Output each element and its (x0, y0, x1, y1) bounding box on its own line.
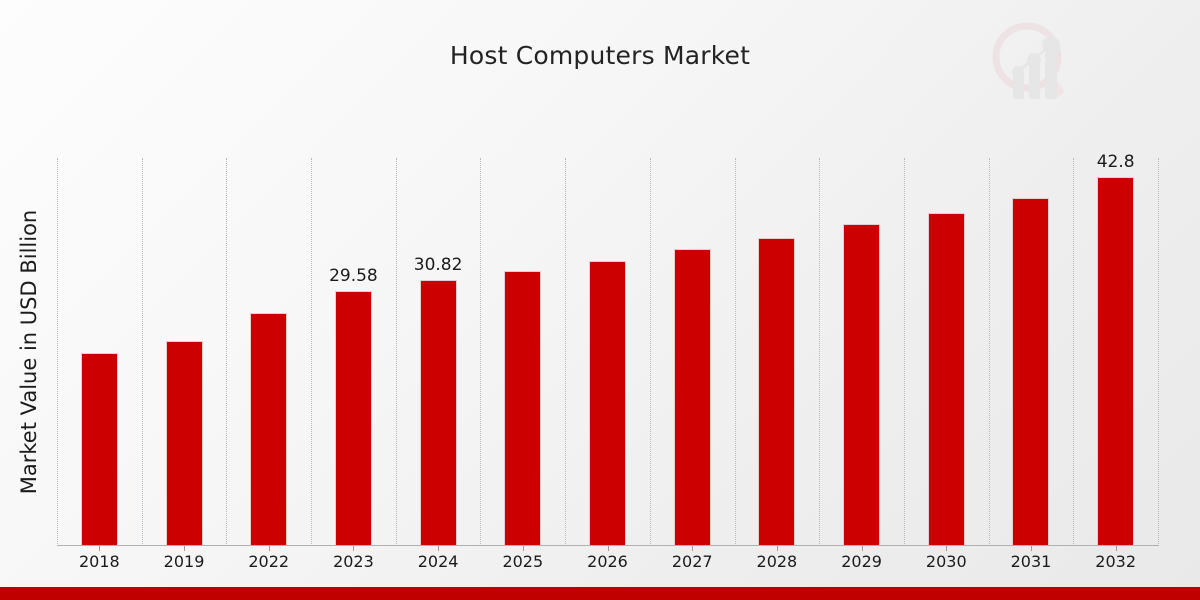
bar-2027 (673, 249, 711, 545)
gridline (1073, 158, 1075, 546)
gridline (988, 158, 991, 546)
x-axis-tick (1115, 546, 1117, 551)
bar-2019 (165, 341, 203, 545)
gridline (565, 158, 567, 546)
x-axis-label-2023: 2023 (333, 552, 374, 571)
bar-2018 (80, 353, 118, 545)
x-axis-label-2025: 2025 (502, 552, 544, 571)
bar-2023 (334, 290, 372, 545)
gridline (395, 158, 398, 546)
x-axis-label-2030: 2030 (925, 552, 967, 571)
chart-title: Host Computers Market (449, 41, 751, 70)
plot-area (57, 158, 1160, 546)
x-axis-label-2024: 2024 (417, 552, 459, 571)
x-axis-label-2029: 2029 (841, 552, 882, 571)
x-axis-label-2026: 2026 (587, 552, 628, 571)
x-axis-label-2018: 2018 (78, 552, 120, 571)
bar-2026 (589, 261, 626, 545)
gridline (819, 158, 821, 546)
x-axis-tick (607, 546, 609, 551)
x-axis-tick (522, 546, 524, 551)
x-axis-label-2028: 2028 (756, 552, 798, 571)
x-axis-label-2027: 2027 (671, 552, 713, 571)
x-axis-tick (861, 546, 863, 551)
gridline (1158, 158, 1160, 546)
x-axis-tick (353, 546, 355, 551)
x-axis-label-2022: 2022 (248, 552, 290, 571)
footer-bar (0, 587, 1200, 600)
bar-2032 (1097, 176, 1135, 545)
gridline (903, 158, 906, 546)
gridline (57, 158, 59, 546)
bar-2022 (250, 312, 288, 545)
gridline (480, 158, 482, 546)
bar-2030 (927, 213, 965, 545)
x-axis-tick (268, 546, 270, 551)
bar-2028 (758, 237, 796, 545)
bar-2029 (843, 224, 881, 545)
gridline (311, 158, 313, 546)
x-axis-tick (692, 546, 694, 551)
x-axis-label-2032: 2032 (1095, 552, 1136, 571)
x-axis-tick (184, 546, 186, 551)
gridline (141, 158, 144, 546)
bar-2024 (419, 279, 457, 545)
bar-value-label-2032: 42.8 (1096, 151, 1135, 172)
x-axis-tick (1030, 546, 1032, 551)
x-axis-label-2019: 2019 (163, 552, 205, 571)
bar-2025 (504, 270, 542, 545)
x-axis-line (57, 545, 1159, 546)
bar-value-label-2023: 29.58 (329, 265, 378, 286)
x-axis-tick (99, 546, 101, 551)
bar-2031 (1012, 198, 1050, 545)
x-axis-tick (438, 546, 440, 551)
gridline (226, 158, 228, 546)
bar-value-label-2024: 30.82 (413, 254, 463, 275)
gridline (734, 158, 737, 546)
x-axis-tick (946, 546, 948, 551)
x-axis-tick (776, 546, 778, 551)
x-axis-label-2031: 2031 (1010, 552, 1052, 571)
gridline (649, 158, 652, 546)
y-axis-title: Market Value in USD Billion (17, 209, 41, 495)
